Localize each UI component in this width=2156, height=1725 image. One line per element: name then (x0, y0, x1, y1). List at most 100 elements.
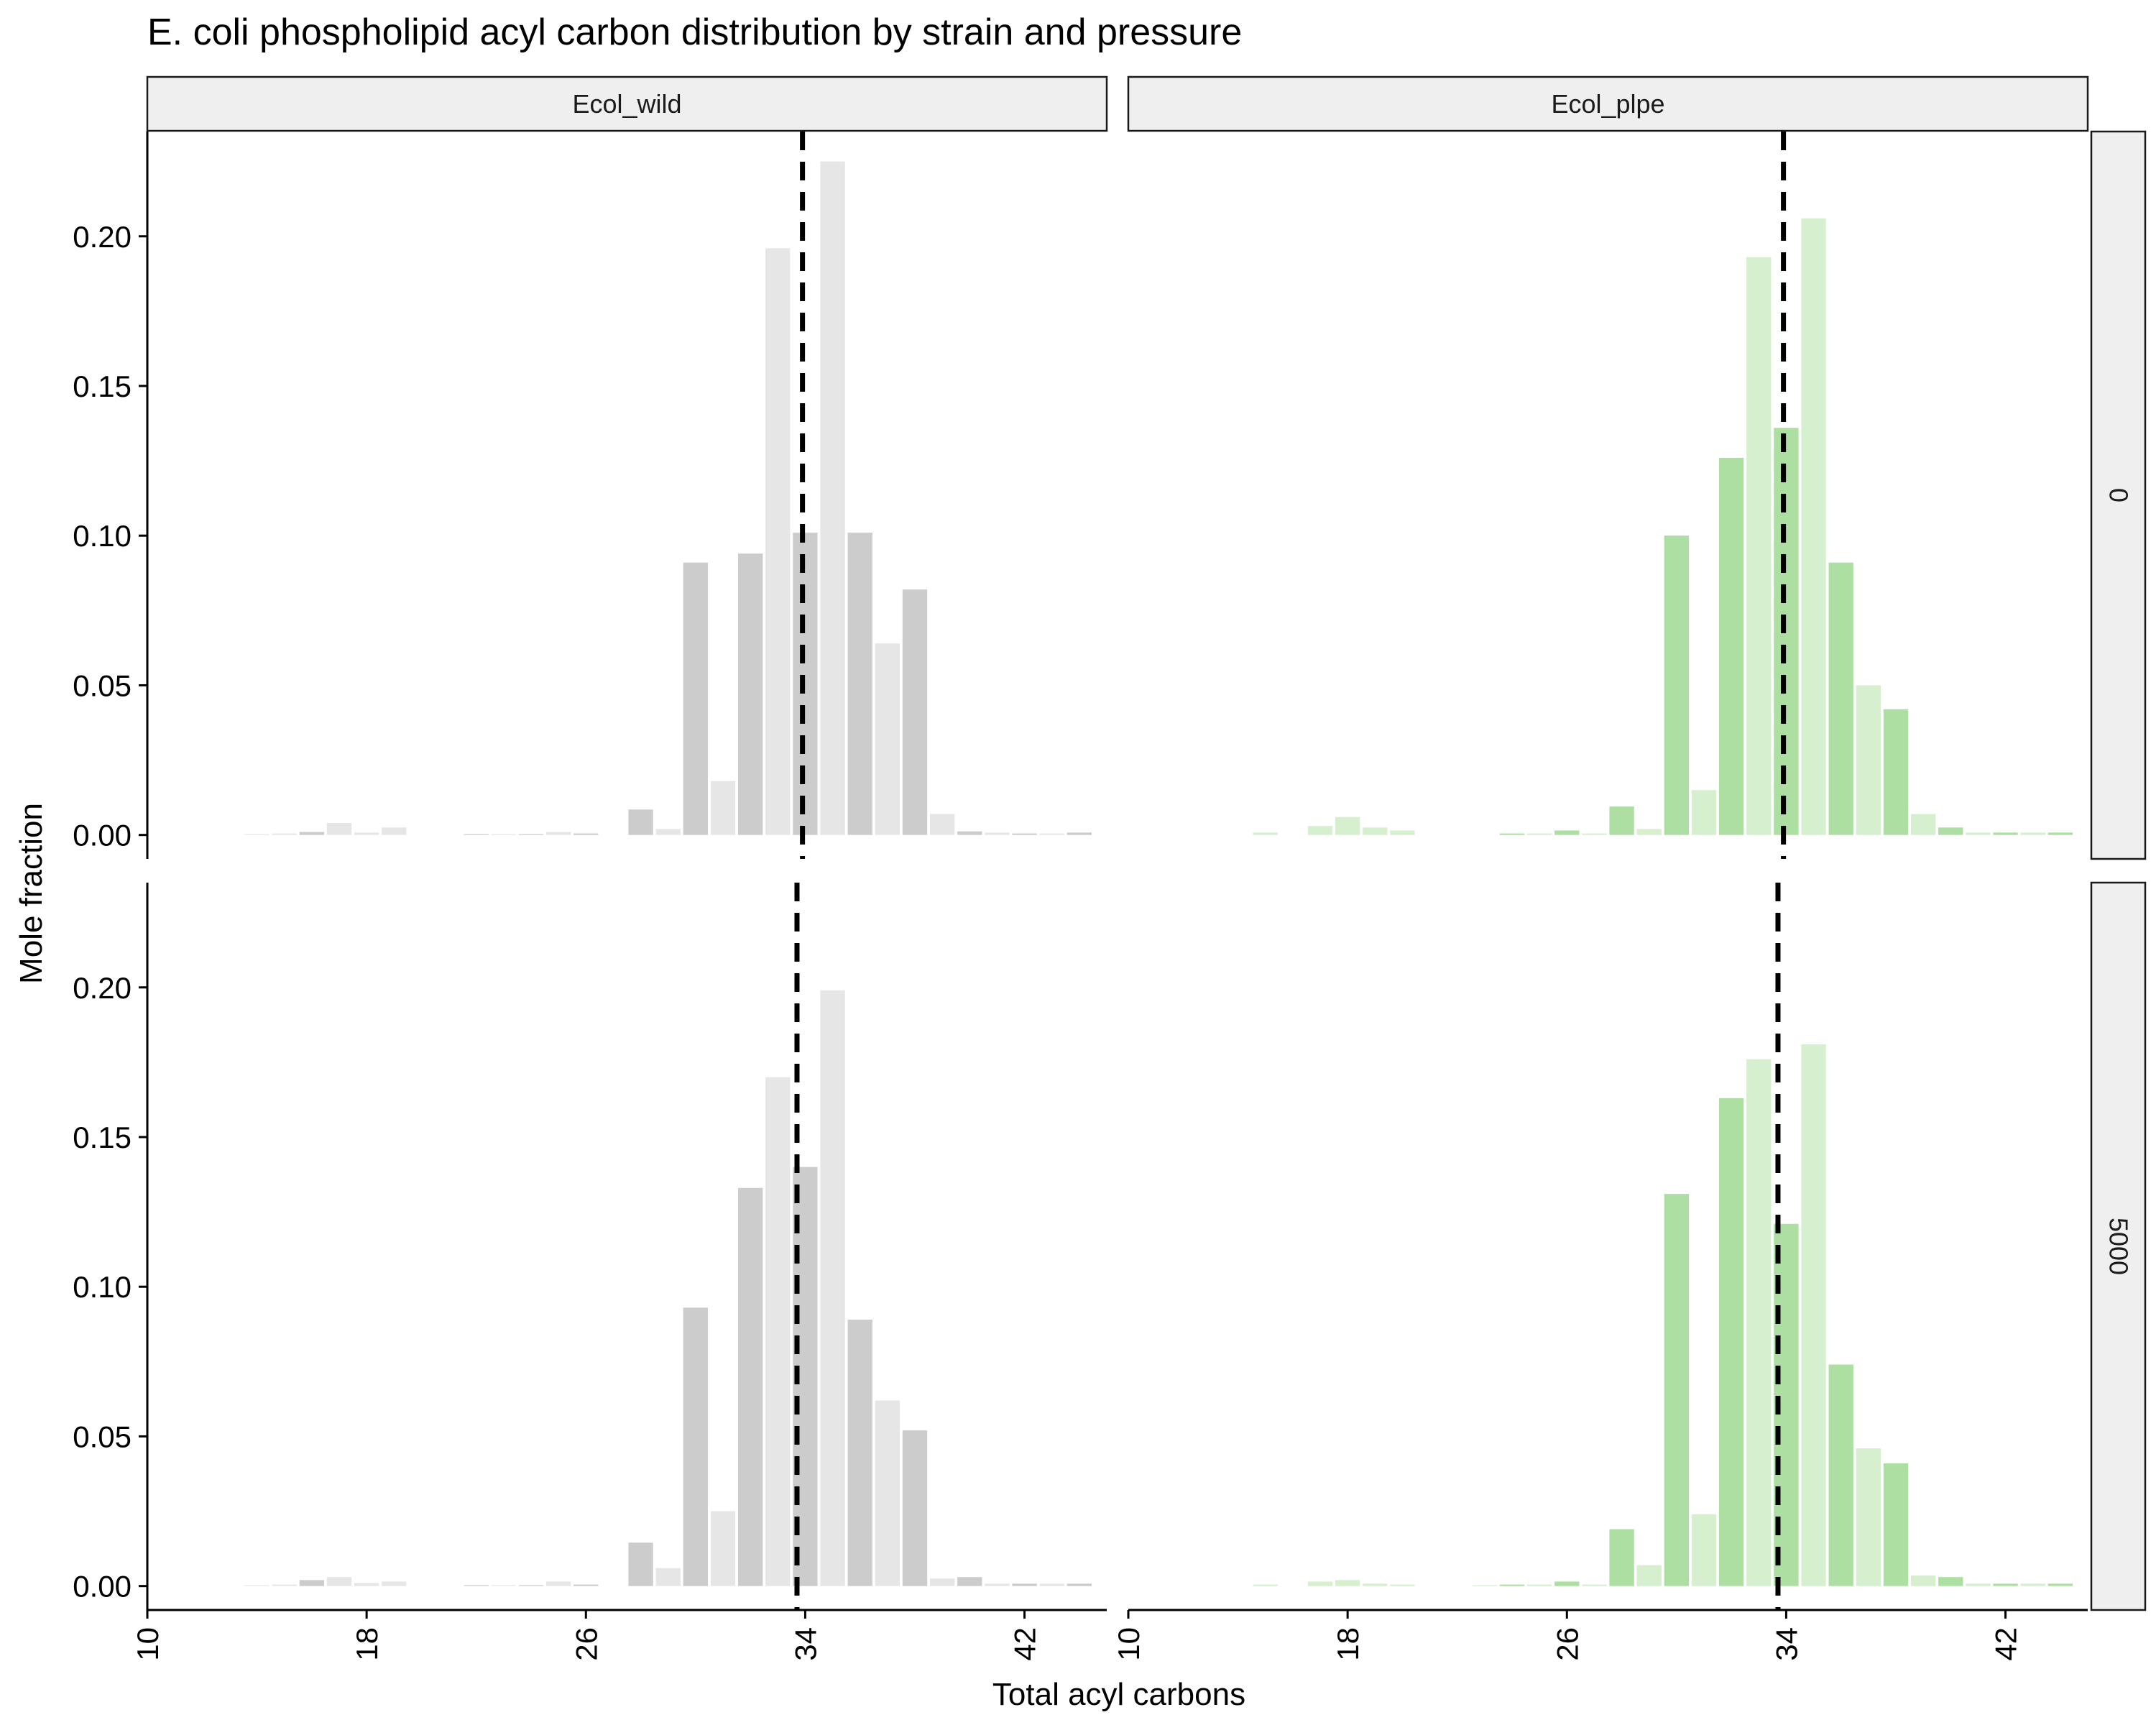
facet-strip-label-Ecol_plpe: Ecol_plpe (1551, 89, 1664, 119)
bar-Ecol_wild-0-c19 (382, 827, 407, 835)
bar-Ecol_wild-5000-c41 (985, 1583, 1010, 1586)
chart-title: E. coli phospholipid acyl carbon distrib… (147, 12, 1242, 53)
bar-Ecol_plpe-0-c30 (1664, 535, 1690, 835)
facet-strip-Ecol_plpe (1127, 75, 2089, 132)
bar-Ecol_wild-5000-c31 (710, 1511, 736, 1586)
facet-strip-label-Ecol_wild: Ecol_wild (572, 89, 681, 119)
bar-Ecol_plpe-0-c17 (1307, 826, 1333, 835)
bar-Ecol_plpe-5000-c32 (1718, 1098, 1744, 1586)
bar-Ecol_plpe-5000-c35 (1801, 1044, 1826, 1586)
bar-Ecol_plpe-5000-c30 (1664, 1194, 1690, 1586)
bar-Ecol_wild-5000-c36 (847, 1320, 872, 1586)
panel-Ecol_plpe-5000 (1253, 883, 2073, 1610)
bar-Ecol_plpe-0-c15 (1253, 832, 1278, 835)
bar-Ecol_wild-5000-c35 (820, 990, 845, 1586)
bar-Ecol_plpe-5000-c15 (1253, 1584, 1278, 1586)
bar-Ecol_plpe-5000-c25 (1526, 1584, 1552, 1586)
bar-Ecol_plpe-0-c40 (1938, 827, 1963, 835)
bar-Ecol_wild-5000-c22 (464, 1585, 489, 1586)
bar-Ecol_plpe-0-c37 (1856, 685, 1881, 835)
bar-Ecol_wild-0-c37 (875, 643, 900, 835)
y-tick-label-row1-3: 0.15 (73, 1121, 132, 1154)
bar-Ecol_plpe-0-c24 (1499, 833, 1525, 835)
panel-Ecol_wild-5000 (244, 883, 1092, 1610)
bar-Ecol_plpe-5000-c31 (1691, 1514, 1717, 1586)
bar-Ecol_plpe-0-c36 (1828, 562, 1853, 835)
x-tick-label-col0-0: 10 (131, 1627, 165, 1661)
bar-Ecol_wild-5000-c23 (491, 1585, 517, 1586)
y-tick-label-row0-2: 0.10 (73, 519, 132, 553)
bar-Ecol_wild-0-c28 (628, 809, 653, 835)
bar-Ecol_plpe-5000-c18 (1335, 1580, 1360, 1586)
x-tick-label-col0-2: 26 (569, 1627, 603, 1661)
bar-Ecol_plpe-0-c18 (1335, 816, 1360, 835)
bar-Ecol_wild-0-c34 (793, 533, 818, 835)
y-tick-label-row0-0: 0.00 (73, 819, 132, 852)
bar-Ecol_plpe-0-c27 (1582, 833, 1607, 835)
x-tick-label-col1-1: 18 (1331, 1627, 1365, 1661)
bar-Ecol_plpe-5000-c17 (1307, 1581, 1333, 1586)
facet-strip-pressure-0 (2090, 130, 2147, 860)
bar-Ecol_wild-0-c44 (1067, 832, 1092, 835)
y-tick-label-row1-4: 0.20 (73, 971, 132, 1005)
bar-Ecol_plpe-5000-c40 (1938, 1577, 1963, 1586)
bar-Ecol_plpe-0-c39 (1910, 814, 1936, 835)
bar-Ecol_plpe-0-c42 (1993, 832, 2018, 835)
bar-Ecol_wild-0-c35 (820, 161, 845, 835)
bar-Ecol_plpe-5000-c20 (1390, 1584, 1415, 1586)
bar-Ecol_plpe-5000-c39 (1910, 1576, 1936, 1586)
bar-Ecol_wild-5000-c40 (957, 1577, 982, 1586)
bar-Ecol_wild-0-c16 (299, 832, 325, 835)
y-tick-label-row1-1: 0.05 (73, 1420, 132, 1453)
x-tick-label-col1-2: 26 (1550, 1627, 1584, 1661)
bar-Ecol_wild-0-c31 (710, 781, 736, 835)
bar-Ecol_plpe-0-c29 (1636, 829, 1662, 835)
bar-Ecol_plpe-0-c35 (1801, 218, 1826, 835)
bar-Ecol_plpe-5000-c26 (1554, 1581, 1580, 1586)
bar-Ecol_plpe-5000-c23 (1472, 1585, 1498, 1586)
bar-Ecol_wild-5000-c38 (902, 1430, 928, 1586)
bar-Ecol_plpe-5000-c27 (1582, 1584, 1607, 1586)
bar-Ecol_wild-0-c41 (985, 832, 1010, 835)
bar-Ecol_wild-5000-c29 (655, 1568, 681, 1586)
bar-Ecol_wild-5000-c24 (518, 1585, 544, 1586)
bar-Ecol_wild-5000-c30 (683, 1307, 709, 1586)
x-tick-label-col1-0: 10 (1112, 1627, 1146, 1661)
bar-Ecol_wild-5000-c32 (737, 1187, 763, 1586)
bar-Ecol_plpe-0-c44 (2047, 832, 2073, 835)
y-axis-title: Mole fraction (14, 803, 49, 984)
x-axis-title: Total acyl carbons (992, 1677, 1245, 1712)
bar-Ecol_wild-5000-c42 (1012, 1583, 1037, 1586)
bar-Ecol_wild-0-c43 (1039, 833, 1064, 835)
bar-Ecol_wild-0-c40 (957, 831, 982, 835)
bar-Ecol_wild-0-c42 (1012, 833, 1037, 835)
bar-Ecol_wild-5000-c25 (545, 1581, 571, 1586)
bar-Ecol_wild-5000-c14 (244, 1585, 270, 1586)
bar-Ecol_wild-5000-c17 (326, 1577, 352, 1586)
y-tick-label-row0-1: 0.05 (73, 668, 132, 702)
bar-Ecol_plpe-0-c38 (1883, 709, 1909, 835)
bar-Ecol_plpe-0-c26 (1554, 830, 1580, 835)
facet-strip-Ecol_wild (146, 75, 1108, 132)
bar-Ecol_wild-5000-c43 (1039, 1583, 1064, 1586)
bar-Ecol_plpe-5000-c33 (1746, 1059, 1772, 1586)
bar-Ecol_wild-0-c30 (683, 562, 709, 835)
bar-Ecol_plpe-5000-c37 (1856, 1448, 1881, 1586)
bar-Ecol_wild-5000-c33 (765, 1077, 791, 1586)
y-tick-label-row1-0: 0.00 (73, 1570, 132, 1604)
bar-Ecol_plpe-0-c31 (1691, 790, 1717, 835)
x-tick-label-col1-3: 34 (1769, 1627, 1803, 1661)
bar-Ecol_wild-0-c36 (847, 533, 872, 835)
bar-Ecol_wild-0-c39 (929, 814, 955, 835)
bar-Ecol_plpe-0-c25 (1526, 833, 1552, 835)
bar-Ecol_plpe-5000-c41 (1966, 1583, 1991, 1586)
bar-Ecol_plpe-0-c41 (1966, 832, 1991, 835)
bar-Ecol_plpe-0-c20 (1390, 830, 1415, 835)
bar-Ecol_wild-0-c33 (765, 248, 791, 835)
bar-Ecol_wild-0-c25 (545, 832, 571, 835)
bar-Ecol_plpe-5000-c38 (1883, 1463, 1909, 1586)
bar-Ecol_plpe-5000-c36 (1828, 1364, 1853, 1586)
bar-Ecol_wild-5000-c37 (875, 1400, 900, 1586)
bar-Ecol_plpe-5000-c42 (1993, 1583, 2018, 1586)
bar-Ecol_wild-5000-c18 (354, 1583, 379, 1586)
